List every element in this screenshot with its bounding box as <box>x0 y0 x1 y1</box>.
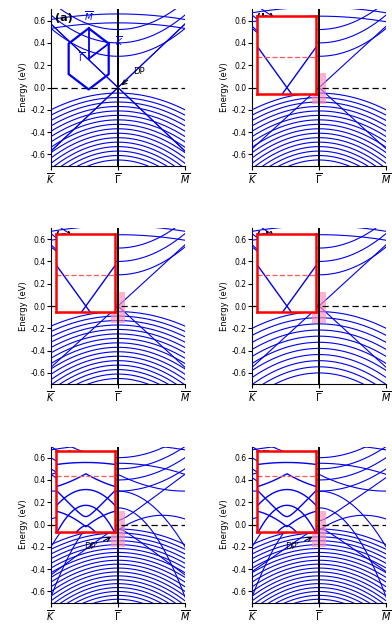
Text: (a): (a) <box>55 13 73 23</box>
Text: DP: DP <box>122 67 144 85</box>
Y-axis label: Energy (eV): Energy (eV) <box>19 500 28 550</box>
Y-axis label: Energy (eV): Energy (eV) <box>19 281 28 331</box>
Text: (f): (f) <box>256 450 271 459</box>
Y-axis label: Energy (eV): Energy (eV) <box>220 62 229 112</box>
Text: DP': DP' <box>285 538 312 551</box>
Text: (d): (d) <box>256 231 274 241</box>
Bar <box>111 292 125 323</box>
Text: (c): (c) <box>55 231 72 241</box>
Y-axis label: Energy (eV): Energy (eV) <box>220 500 229 550</box>
Bar <box>111 511 125 547</box>
Text: (b): (b) <box>256 13 274 23</box>
Text: (e): (e) <box>55 450 73 459</box>
Bar <box>312 511 326 547</box>
Text: DP': DP' <box>84 538 111 551</box>
Bar <box>312 73 326 104</box>
Bar <box>312 292 326 323</box>
Y-axis label: Energy (eV): Energy (eV) <box>220 281 229 331</box>
Y-axis label: Energy (eV): Energy (eV) <box>19 62 28 112</box>
